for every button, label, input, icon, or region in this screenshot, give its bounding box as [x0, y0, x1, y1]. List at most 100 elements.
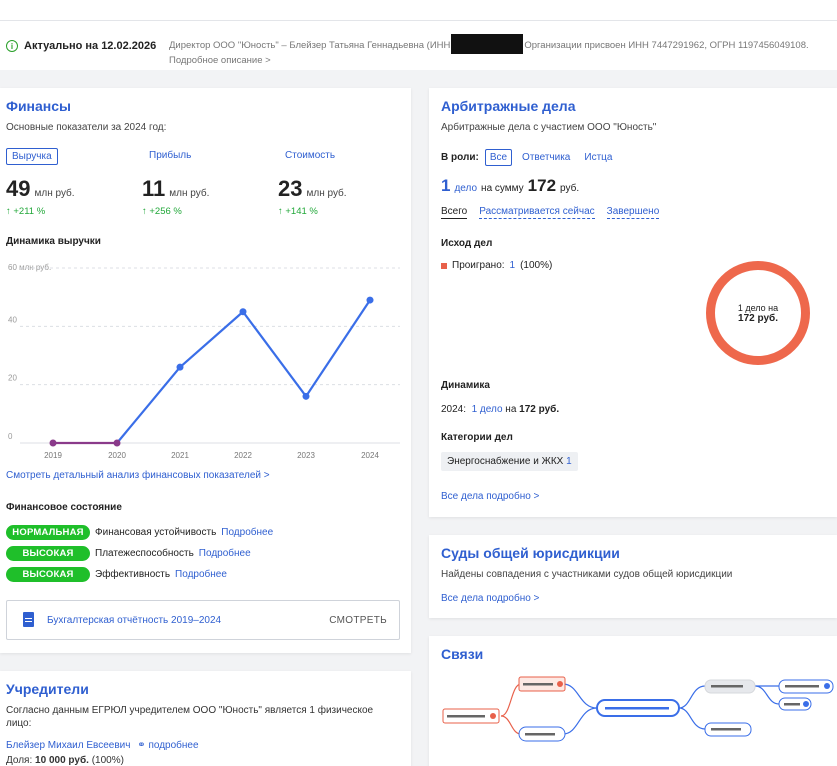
- state-row: ВЫСОКАЯ Платежеспособность Подробнее: [6, 546, 251, 561]
- filter-pending[interactable]: Рассматривается сейчас: [479, 206, 595, 219]
- outcome-count[interactable]: 1: [509, 260, 516, 271]
- donut-line1: 1 дело на: [737, 302, 779, 313]
- data-point[interactable]: [302, 392, 310, 400]
- series-line-segment: [179, 310, 244, 368]
- x-tick-label: 2021: [171, 451, 189, 460]
- report-label[interactable]: Бухгалтерская отчётность 2019–2024: [47, 615, 222, 626]
- accounting-report-box[interactable]: Бухгалтерская отчётность 2019–2024 СМОТР…: [6, 600, 400, 640]
- document-icon: [23, 612, 34, 627]
- graph-node-person-1: [442, 708, 500, 724]
- info-icon: i: [6, 40, 18, 52]
- all-courts-link[interactable]: Все дела подробно >: [441, 593, 540, 604]
- series-line-segment: [116, 366, 181, 444]
- courts-title: Суды общей юрисдикции: [441, 545, 620, 561]
- y-axis-top-label: 60 млн руб.: [8, 263, 51, 272]
- graph-node-company-3: [704, 722, 752, 737]
- metric-value: 49: [6, 176, 31, 201]
- director-summary: Директор ООО "Юность" – Блейзер Татьяна …: [169, 34, 829, 67]
- sum-unit: руб.: [560, 183, 580, 194]
- details-link[interactable]: Подробное описание >: [169, 55, 271, 66]
- data-point[interactable]: [239, 308, 247, 316]
- outcome-label: Проиграно:: [452, 260, 505, 271]
- category-label: Энергоснабжение и ЖКХ: [447, 456, 564, 467]
- founder-row: Блейзер Михаил Евсеевич ⚭ подробнее: [6, 740, 199, 751]
- share-label: Доля:: [6, 755, 33, 766]
- graph-node-company-5: [778, 697, 812, 711]
- data-point[interactable]: [366, 296, 374, 304]
- founders-description: Согласно данным ЕГРЮЛ учредителем ООО "Ю…: [6, 705, 374, 729]
- connections-graph[interactable]: [429, 676, 837, 766]
- status-badge: НОРМАЛЬНАЯ: [6, 525, 90, 540]
- dyn-year: 2024:: [441, 404, 467, 415]
- dyn-on: на: [505, 404, 517, 415]
- tab-profit[interactable]: Прибыль: [149, 150, 192, 161]
- role-plaintiff[interactable]: Истца: [584, 152, 613, 163]
- arb-dynamics-title: Динамика: [441, 380, 490, 391]
- filter-all[interactable]: Всего: [441, 206, 468, 219]
- filter-finished[interactable]: Завершено: [606, 206, 660, 219]
- cases-word[interactable]: дело: [454, 183, 478, 194]
- status-filters: Всего Рассматривается сейчас Завершено: [441, 206, 660, 219]
- arbitration-subtitle: Арбитражные дела с участием ООО "Юность": [441, 122, 657, 133]
- revenue-dynamics-title: Динамика выручки: [6, 236, 101, 247]
- donut-line2: 172 руб.: [738, 312, 778, 324]
- cases-count[interactable]: 1: [441, 176, 451, 195]
- tab-value[interactable]: Стоимость: [285, 150, 336, 161]
- sum-prefix: на сумму: [481, 183, 524, 194]
- dyn-cases-link[interactable]: 1 дело: [471, 404, 503, 415]
- state-label: Эффективность: [95, 569, 171, 580]
- category-count: 1: [566, 456, 572, 467]
- data-point[interactable]: [49, 439, 57, 447]
- courts-subtitle: Найдены совпадения с участниками судов о…: [441, 569, 733, 580]
- cases-sum: 172: [527, 176, 557, 195]
- role-defendant[interactable]: Ответчика: [522, 152, 571, 163]
- actuality-label: Актуально на 12.02.2026: [24, 40, 157, 52]
- data-point[interactable]: [176, 363, 184, 371]
- finance-subtitle: Основные показатели за 2024 год:: [6, 122, 167, 133]
- data-point[interactable]: [113, 439, 121, 447]
- graph-node-center: [596, 699, 680, 717]
- y-tick-label: 20: [8, 374, 17, 383]
- dyn-sum: 172 руб.: [519, 404, 560, 415]
- state-more-link[interactable]: Подробнее: [221, 527, 274, 538]
- metric-profit: 11 млн руб. ↑ +256 %: [142, 176, 209, 217]
- state-label: Финансовая устойчивость: [95, 527, 217, 538]
- founder-more-link[interactable]: подробнее: [148, 740, 199, 751]
- outcome-title: Исход дел: [441, 238, 493, 249]
- role-all[interactable]: Все: [484, 149, 513, 166]
- cases-summary: 1 дело на сумму 172 руб.: [441, 176, 579, 196]
- y-tick-label: 40: [8, 315, 17, 324]
- view-report-button[interactable]: СМОТРЕТЬ: [329, 615, 387, 626]
- state-more-link[interactable]: Подробнее: [175, 569, 227, 580]
- metric-change: ↑ +211 %: [6, 206, 46, 217]
- link-icon: ⚭: [137, 740, 146, 751]
- series-line-segment: [305, 299, 371, 397]
- tab-revenue[interactable]: Выручка: [6, 148, 58, 165]
- role-label: В роли:: [441, 152, 479, 163]
- state-more-link[interactable]: Подробнее: [198, 548, 251, 559]
- graph-node-company-2: [704, 679, 756, 694]
- financial-state-title: Финансовое состояние: [6, 502, 122, 513]
- metric-unit: млн руб.: [169, 188, 210, 199]
- founder-share: Доля: 10 000 руб. (100%): [6, 755, 124, 766]
- financial-analysis-link[interactable]: Смотреть детальный анализ финансовых пок…: [6, 470, 270, 481]
- metric-revenue: 49 млн руб. ↑ +211 %: [6, 176, 75, 217]
- connections-title: Связи: [441, 646, 484, 662]
- series-line-segment: [242, 311, 307, 397]
- actuality-status: i Актуально на 12.02.2026: [6, 40, 156, 52]
- share-value: 10 000 руб.: [35, 755, 89, 766]
- all-arbitration-link[interactable]: Все дела подробно >: [441, 491, 540, 502]
- categories-title: Категории дел: [441, 432, 513, 443]
- outcome-donut: 1 дело на 172 руб.: [706, 261, 810, 365]
- status-badge: ВЫСОКАЯ: [6, 567, 90, 582]
- founders-card: Учредители Согласно данным ЕГРЮЛ учредит…: [0, 671, 411, 766]
- metric-value: 23: [278, 176, 303, 201]
- role-filter: В роли: Все Ответчика Истца: [441, 149, 616, 166]
- metric-unit: млн руб.: [306, 188, 347, 199]
- founder-name-link[interactable]: Блейзер Михаил Евсеевич: [6, 740, 131, 751]
- revenue-chart: 60 млн руб. 0 20 40 2019 2020 2021 2022 2023 2024: [8, 263, 400, 460]
- divider: [0, 20, 837, 21]
- outcome-percent: (100%): [520, 260, 553, 271]
- top-bar: i Актуально на 12.02.2026 Директор ООО "…: [0, 0, 837, 70]
- category-chip[interactable]: Энергоснабжение и ЖКХ 1: [441, 452, 578, 471]
